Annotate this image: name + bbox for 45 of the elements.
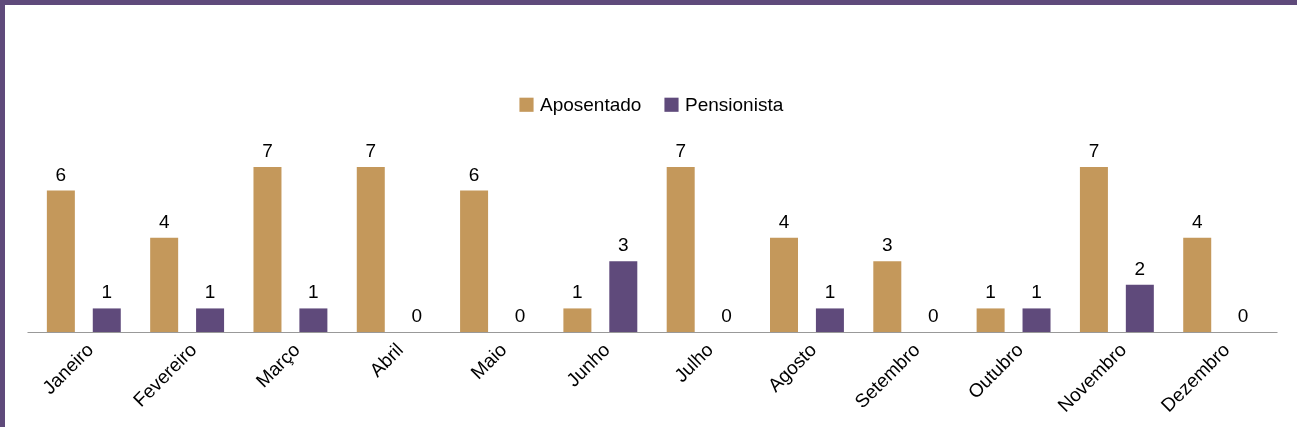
data-label: 0 xyxy=(411,305,422,326)
data-label: 4 xyxy=(778,210,790,232)
bar xyxy=(563,308,592,332)
data-label: 0 xyxy=(927,305,939,326)
bar xyxy=(873,261,902,332)
bar xyxy=(1183,237,1212,332)
bar xyxy=(1079,167,1108,332)
bar xyxy=(609,261,638,332)
bar xyxy=(299,308,328,332)
data-label: 7 xyxy=(365,140,377,161)
legend-label: Pensionista xyxy=(685,93,784,115)
bar xyxy=(150,237,179,332)
data-label: 3 xyxy=(882,234,893,256)
data-label: 1 xyxy=(1031,281,1042,303)
data-label: 1 xyxy=(824,281,836,303)
bar xyxy=(253,167,282,332)
data-label: 1 xyxy=(572,281,583,303)
bar xyxy=(770,237,798,332)
bar xyxy=(1022,308,1051,332)
data-label: 7 xyxy=(675,140,686,161)
bar xyxy=(815,308,844,332)
data-label: 4 xyxy=(158,210,170,232)
bar xyxy=(46,190,75,332)
bar xyxy=(1125,284,1154,332)
data-label: 6 xyxy=(468,163,480,185)
data-label: 6 xyxy=(55,163,67,185)
data-label: 2 xyxy=(1134,257,1146,279)
bar xyxy=(666,167,695,332)
legend-label: Aposentado xyxy=(540,93,642,115)
data-label: 1 xyxy=(985,281,996,303)
bar xyxy=(976,308,1005,332)
data-label: 0 xyxy=(514,305,526,326)
data-label: 1 xyxy=(308,281,319,303)
data-label: 0 xyxy=(1237,305,1249,326)
data-label: 3 xyxy=(618,234,629,256)
data-label: 7 xyxy=(1088,140,1100,161)
bar xyxy=(92,308,121,332)
bar xyxy=(356,167,385,332)
data-label: 7 xyxy=(262,140,273,161)
bar xyxy=(196,308,225,332)
data-label: 0 xyxy=(721,305,732,326)
data-label: 1 xyxy=(101,281,113,303)
bar xyxy=(460,190,489,332)
data-label: 4 xyxy=(1191,210,1203,232)
data-label: 1 xyxy=(204,281,216,303)
